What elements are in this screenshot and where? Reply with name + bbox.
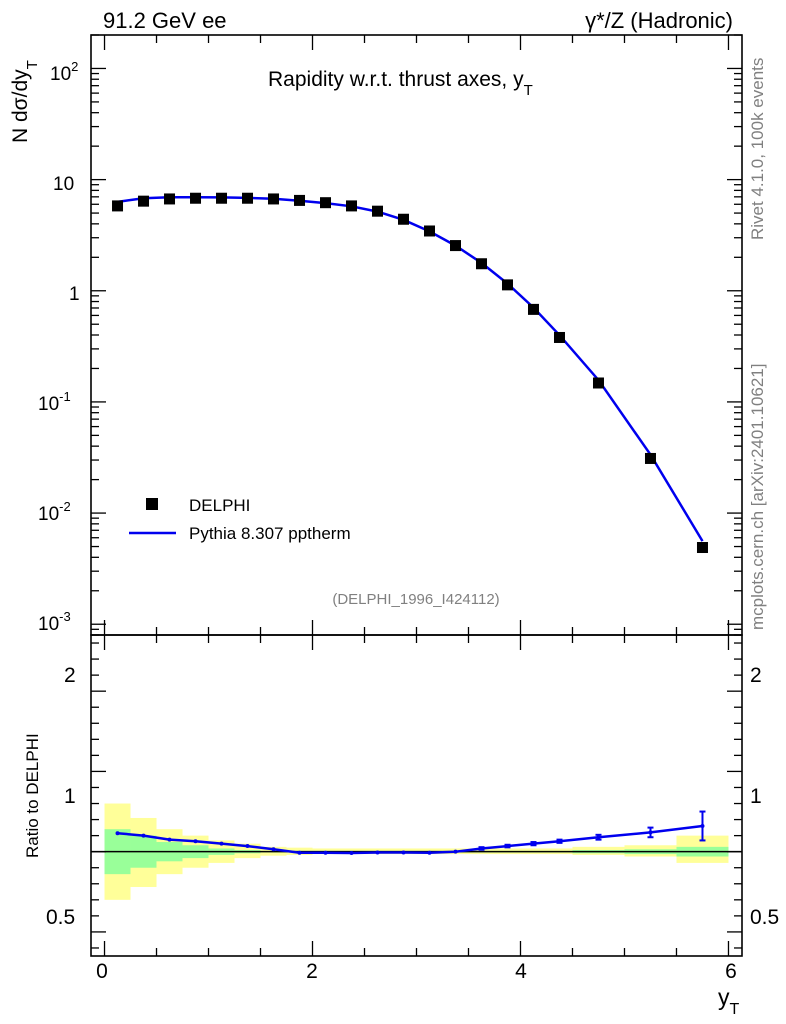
delphi-data-point xyxy=(216,192,228,204)
ytick-label-1e2: 102 xyxy=(50,59,78,85)
delphi-data-point xyxy=(320,197,332,209)
delphi-data-point xyxy=(475,258,487,270)
delphi-data-point xyxy=(449,240,461,252)
ratio-ytick-label-1: 1 xyxy=(64,785,76,808)
ratio-point xyxy=(271,847,276,852)
ratio-point xyxy=(427,850,432,855)
ytick-label-1e-1: 10-1 xyxy=(38,389,71,415)
ratio-point xyxy=(479,846,484,851)
ratio-plot-area xyxy=(91,635,742,956)
ratio-ytick-label-2: 2 xyxy=(64,664,76,687)
xlabel: yT xyxy=(718,984,740,1018)
rivet-label: Rivet 4.1.0, 100k events xyxy=(748,58,767,240)
delphi-data-point xyxy=(423,225,435,237)
ytick-label-1: 1 xyxy=(69,284,80,305)
pythia-line xyxy=(117,195,704,542)
delphi-data-point xyxy=(294,194,306,206)
delphi-data-point xyxy=(190,192,202,204)
ratio-point xyxy=(700,823,705,828)
main-panel-frame xyxy=(90,34,743,636)
ratio-ytick-label-2-right: 2 xyxy=(750,664,762,687)
delphi-data-point xyxy=(501,279,513,291)
delphi-data-point xyxy=(164,193,176,205)
ratio-point xyxy=(115,831,120,836)
ytick-label-1e-3: 10-3 xyxy=(38,609,71,635)
ytick-label-10: 10 xyxy=(53,174,74,195)
xtick-label-4: 4 xyxy=(515,960,527,983)
ratio-point xyxy=(297,850,302,855)
xtick-label-0: 0 xyxy=(96,960,108,983)
ratio-point xyxy=(531,841,536,846)
legend-marker-delphi xyxy=(146,498,158,510)
ratio-point xyxy=(401,850,406,855)
ratio-point xyxy=(245,844,250,849)
ratio-ylabel: Ratio to DELPHI xyxy=(23,733,42,858)
delphi-data-point xyxy=(696,542,708,554)
ratio-point xyxy=(648,830,653,835)
ratio-point xyxy=(375,850,380,855)
xtick-label-2: 2 xyxy=(306,960,318,983)
ytick-label-1e-2: 10-2 xyxy=(38,499,71,525)
main-plot-area xyxy=(91,34,742,636)
legend-label-pythia: Pythia 8.307 pptherm xyxy=(189,524,351,543)
ratio-panel-frame xyxy=(90,634,743,957)
main-ylabel: N dσ/dyT xyxy=(9,60,41,143)
ratio-point xyxy=(141,833,146,838)
ratio-point xyxy=(505,844,510,849)
ratio-point xyxy=(323,850,328,855)
ratio-point xyxy=(557,839,562,844)
delphi-data-point xyxy=(592,377,604,389)
mcplots-label: mcplots.cern.ch [arXiv:2401.10621] xyxy=(748,364,767,630)
delphi-data-point xyxy=(553,331,565,343)
ratio-point xyxy=(193,839,198,844)
ratio-ytick-label-0-5-right: 0.5 xyxy=(750,906,779,929)
delphi-data-point xyxy=(346,200,358,212)
ratio-point xyxy=(167,837,172,842)
legend-label-delphi: DELPHI xyxy=(189,496,250,515)
delphi-data-point xyxy=(527,303,539,315)
delphi-data-point xyxy=(644,452,656,464)
ratio-point xyxy=(596,835,601,840)
delphi-data-point xyxy=(112,200,124,212)
xtick-label-6: 6 xyxy=(725,960,737,983)
delphi-data-point xyxy=(372,205,384,217)
delphi-data-point xyxy=(242,192,254,204)
header-energy: 91.2 GeV ee xyxy=(103,8,227,33)
ratio-ytick-label-0-5: 0.5 xyxy=(46,906,75,929)
delphi-data-point xyxy=(268,193,280,205)
ratio-ytick-label-1-right: 1 xyxy=(750,785,762,808)
ratio-point xyxy=(219,841,224,846)
analysis-watermark: (DELPHI_1996_I424112) xyxy=(332,591,499,608)
main-title: Rapidity w.r.t. thrust axes, yT xyxy=(268,68,533,99)
ratio-point xyxy=(349,850,354,855)
delphi-data-point xyxy=(398,213,410,225)
delphi-data-point xyxy=(138,195,150,207)
ratio-point xyxy=(453,849,458,854)
header-process: γ*/Z (Hadronic) xyxy=(585,8,733,33)
